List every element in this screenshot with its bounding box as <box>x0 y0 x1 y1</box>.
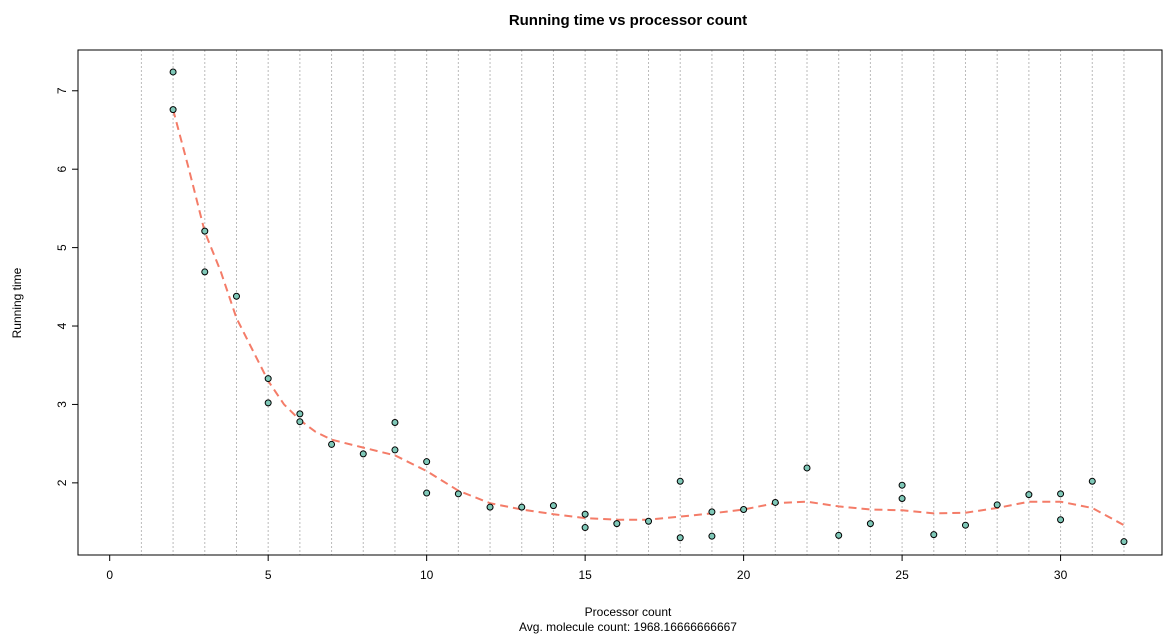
data-point <box>1057 490 1065 498</box>
data-point <box>1120 538 1128 546</box>
x-axis-label: Processor count <box>585 605 672 619</box>
data-point <box>518 503 526 511</box>
data-point <box>201 227 209 235</box>
data-point <box>296 418 304 426</box>
line-layer <box>172 109 1125 527</box>
data-point <box>264 399 272 407</box>
x-tick-label: 15 <box>578 568 592 582</box>
data-point <box>264 375 272 383</box>
data-point <box>1088 477 1096 485</box>
y-tick-label: 4 <box>55 322 69 329</box>
data-point <box>676 534 684 542</box>
data-point <box>676 477 684 485</box>
data-point <box>296 410 304 418</box>
x-tick-label: 25 <box>895 568 909 582</box>
data-point <box>328 440 336 448</box>
data-point <box>201 268 209 276</box>
data-point <box>423 489 431 497</box>
data-point <box>1057 516 1065 524</box>
x-tick-label: 20 <box>737 568 751 582</box>
data-point <box>169 68 177 76</box>
data-point <box>740 506 748 514</box>
data-point <box>486 503 494 511</box>
data-point <box>708 508 716 516</box>
data-point <box>423 458 431 466</box>
data-point <box>803 464 811 472</box>
data-point <box>454 490 462 498</box>
data-point <box>771 498 779 506</box>
data-point <box>708 532 716 540</box>
y-tick-label: 6 <box>55 166 69 173</box>
y-tick-label: 2 <box>55 479 69 486</box>
chart-title: Running time vs processor count <box>509 12 747 29</box>
data-point <box>645 517 653 525</box>
x-tick-label: 30 <box>1054 568 1068 582</box>
data-point <box>549 502 557 510</box>
data-point <box>930 531 938 539</box>
x-tick-label: 0 <box>106 568 113 582</box>
y-axis: 2 3 4 5 6 7 <box>55 87 78 486</box>
x-tick-label: 10 <box>420 568 434 582</box>
y-axis-label: Running time <box>10 267 24 338</box>
x-axis: 0 5 10 15 20 25 30 <box>106 555 1068 582</box>
data-point <box>961 521 969 529</box>
data-point <box>898 481 906 489</box>
data-point <box>391 418 399 426</box>
data-point <box>898 495 906 503</box>
data-point <box>232 292 240 300</box>
data-point <box>391 446 399 454</box>
data-point <box>359 450 367 458</box>
smooth-line <box>172 109 1125 527</box>
data-point <box>835 531 843 539</box>
x-tick-label: 5 <box>265 568 272 582</box>
y-tick-label: 7 <box>55 87 69 94</box>
data-point <box>866 520 874 528</box>
data-point <box>993 501 1001 509</box>
data-point <box>581 524 589 532</box>
grid-layer <box>140 50 1125 555</box>
y-tick-label: 5 <box>55 244 69 251</box>
data-point <box>613 520 621 528</box>
points-layer <box>169 68 1128 546</box>
plot-frame <box>77 49 1163 556</box>
data-point <box>169 106 177 114</box>
data-point <box>581 510 589 518</box>
chart-subtitle: Avg. molecule count: 1968.16666666667 <box>519 620 737 634</box>
y-tick-label: 3 <box>55 401 69 408</box>
data-point <box>1025 491 1033 499</box>
